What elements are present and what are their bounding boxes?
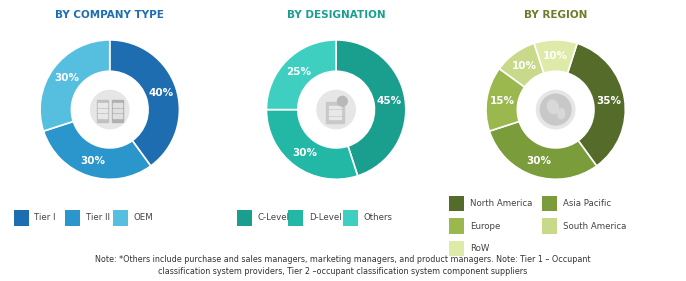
Bar [118,103,122,107]
Bar [288,210,303,225]
Text: 30%: 30% [527,156,552,166]
Text: 15%: 15% [490,96,515,106]
Bar [14,210,29,225]
Bar [542,196,557,211]
Text: 10%: 10% [512,61,536,71]
Wedge shape [110,40,180,166]
Bar [542,219,557,234]
Wedge shape [40,40,110,131]
Bar [343,210,358,225]
Text: 25%: 25% [285,67,311,77]
Circle shape [317,90,355,129]
Bar [103,103,106,107]
Wedge shape [489,121,597,179]
Text: D-Level: D-Level [309,213,342,222]
Text: 45%: 45% [377,96,402,106]
Title: BY REGION: BY REGION [524,10,587,20]
Wedge shape [534,40,577,73]
Bar [65,210,80,225]
Bar [98,108,102,112]
Wedge shape [266,110,357,179]
Bar [97,100,108,122]
Circle shape [91,90,129,129]
Bar [449,241,464,256]
Text: Europe: Europe [470,222,500,231]
Bar [113,210,128,225]
Text: North America: North America [470,199,532,208]
Bar [113,108,117,112]
Wedge shape [567,43,626,166]
Bar [327,102,344,123]
Ellipse shape [547,100,558,114]
Text: Tier I: Tier I [34,213,56,222]
Text: 30%: 30% [54,73,79,83]
Bar [118,114,122,118]
Bar [112,100,123,122]
Text: 40%: 40% [148,88,174,98]
Bar [113,114,117,118]
Bar [329,106,341,108]
Ellipse shape [558,109,565,119]
Circle shape [536,90,575,129]
Wedge shape [336,40,406,176]
Text: C-Level: C-Level [257,213,289,222]
Text: 10%: 10% [543,51,568,61]
Bar [329,117,341,119]
Bar [103,108,106,112]
Text: Tier II: Tier II [86,213,110,222]
Title: BY COMPANY TYPE: BY COMPANY TYPE [56,10,164,20]
Bar [329,110,341,112]
Text: 30%: 30% [292,148,317,158]
Text: 30%: 30% [81,156,106,166]
Text: Others: Others [364,213,392,222]
Wedge shape [486,69,525,131]
Bar [237,210,252,225]
Bar [103,114,106,118]
Bar [118,108,122,112]
Circle shape [338,96,347,106]
Circle shape [541,94,571,125]
Text: RoW: RoW [470,244,489,253]
Bar [98,103,102,107]
Text: South America: South America [563,222,626,231]
Wedge shape [499,43,544,87]
Bar [449,196,464,211]
Text: 35%: 35% [596,96,621,106]
Wedge shape [43,121,151,179]
Wedge shape [266,40,336,110]
Title: BY DESIGNATION: BY DESIGNATION [287,10,386,20]
Text: OEM: OEM [134,213,154,222]
Text: Note: *Others include purchase and sales managers, marketing managers, and produ: Note: *Others include purchase and sales… [95,255,591,276]
Text: Asia Pacific: Asia Pacific [563,199,611,208]
Bar [449,219,464,234]
Bar [113,103,117,107]
Bar [329,114,341,115]
Bar [98,114,102,118]
